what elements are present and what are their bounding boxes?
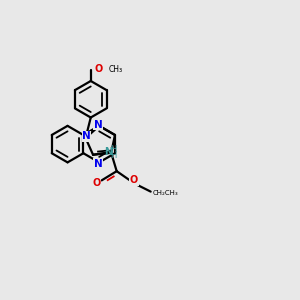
Text: H: H xyxy=(110,145,117,154)
Text: N: N xyxy=(104,147,112,157)
Text: O: O xyxy=(95,64,103,74)
Text: H: H xyxy=(110,151,117,160)
Text: N: N xyxy=(82,131,91,141)
Text: N: N xyxy=(94,120,103,130)
Text: O: O xyxy=(130,176,138,185)
Text: O: O xyxy=(92,178,100,188)
Text: CH₂CH₃: CH₂CH₃ xyxy=(152,190,178,196)
Text: CH₃: CH₃ xyxy=(109,65,123,74)
Text: N: N xyxy=(94,158,103,169)
